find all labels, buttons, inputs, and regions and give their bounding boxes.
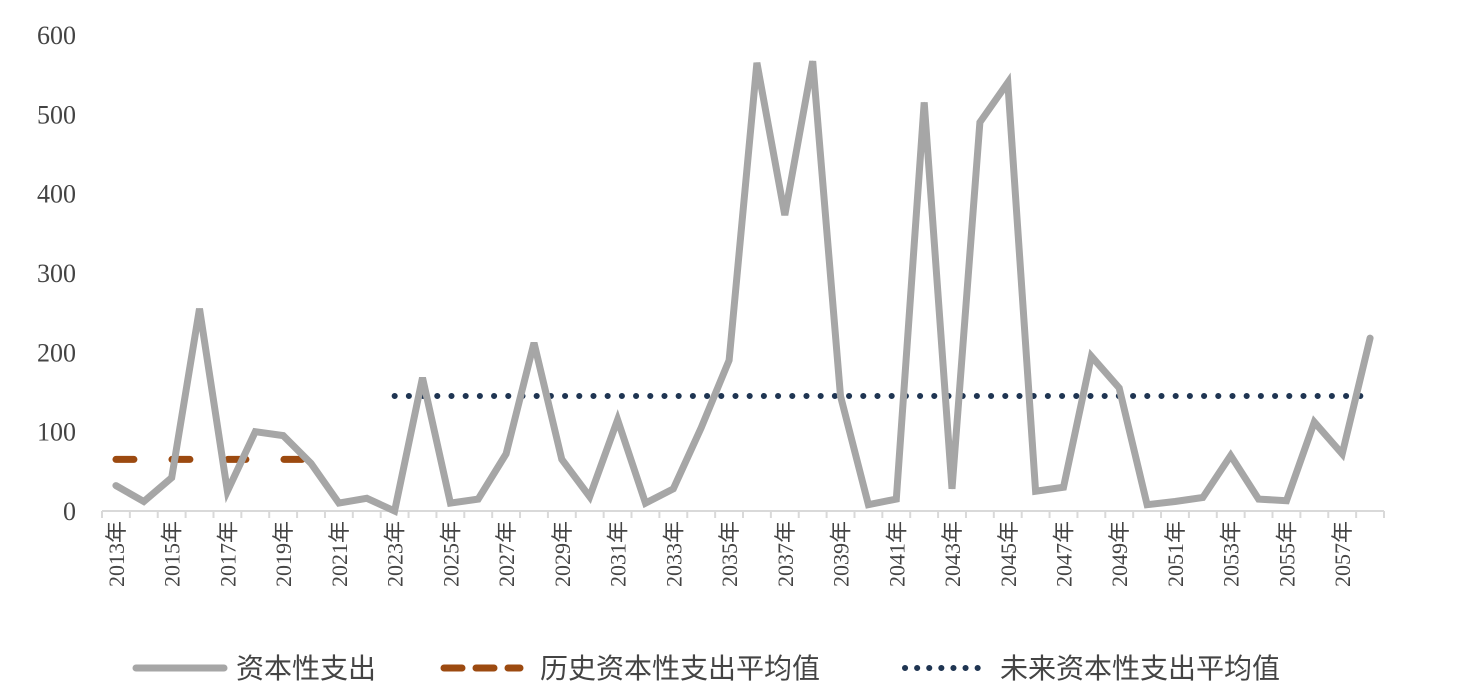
capex-data-point [143, 500, 145, 502]
x-tick-label: 2033年 [661, 521, 686, 587]
capex-data-point [589, 496, 591, 498]
capex-data-point [951, 488, 953, 490]
legend-item-future-average: 未来资本性支出平均值 [902, 652, 1280, 685]
capex-data-point [171, 477, 173, 479]
capex-data-point [366, 497, 368, 499]
legend-label-historical-average: 历史资本性支出平均值 [540, 652, 820, 685]
x-axis-labels: 2013年 2015年 2017年 2019年 2021年 2023年 2025年 2027年… [104, 521, 1355, 587]
capex-data-point [840, 395, 842, 397]
x-tick-label: 2039年 [829, 521, 854, 587]
x-tick-label: 2057年 [1330, 521, 1355, 587]
series-capex-line [112, 60, 1374, 517]
x-tick-label: 2027年 [494, 521, 519, 587]
capex-data-point [644, 502, 646, 504]
capex-data-point [1313, 421, 1315, 423]
x-tick-label: 2029年 [550, 521, 575, 587]
capex-data-point [310, 462, 312, 464]
x-tick-label: 2015年 [160, 521, 185, 587]
capex-data-point [700, 427, 702, 429]
capex-data-point [1118, 387, 1120, 389]
x-tick-label: 2043年 [940, 521, 965, 587]
legend: 资本性支出 历史资本性支出平均值 未来资本性支出平均值 [132, 652, 1280, 685]
capex-data-point [756, 62, 758, 64]
legend-label-future-average: 未来资本性支出平均值 [1000, 652, 1280, 685]
x-tick-label: 2035年 [717, 521, 742, 587]
x-tick-label: 2031年 [606, 521, 631, 587]
capex-data-point [1285, 500, 1287, 502]
x-tick-label: 2041年 [884, 521, 909, 587]
x-tick-label: 2017年 [215, 521, 240, 587]
x-tick-label: 2045年 [996, 521, 1021, 587]
legend-label-capex: 资本性支出 [236, 652, 376, 685]
legend-item-historical-average: 历史资本性支出平均值 [440, 652, 820, 685]
y-axis-ticks: 0 100 200 300 400 500 600 [37, 21, 76, 526]
capex-data-point [533, 342, 535, 344]
capex-data-point [226, 490, 228, 492]
capex-data-point [617, 419, 619, 421]
x-tick-label: 2053年 [1219, 521, 1244, 587]
capex-data-point [1341, 453, 1343, 455]
capex-data-point [1202, 497, 1204, 499]
capex-data-point [561, 458, 563, 460]
y-tick-label: 500 [37, 100, 76, 129]
capex-data-point [394, 510, 396, 512]
capex-data-point [1230, 454, 1232, 456]
y-tick-label: 600 [37, 21, 76, 50]
capex-data-point [1258, 498, 1260, 500]
capex-data-point [199, 308, 201, 310]
x-tick-label: 2051年 [1163, 521, 1188, 587]
capex-data-point [728, 359, 730, 361]
y-tick-label: 100 [37, 418, 76, 447]
capex-data-point [784, 214, 786, 216]
capex-data-point [1035, 490, 1037, 492]
capex-data-point [477, 498, 479, 500]
capex-data-point [1063, 486, 1064, 488]
y-tick-label: 200 [37, 338, 76, 367]
capex-data-point [672, 488, 674, 490]
x-tick-label: 2055年 [1274, 521, 1299, 587]
capex-data-point [895, 498, 897, 500]
x-tick-label: 2021年 [327, 521, 352, 587]
capex-data-point [338, 502, 340, 504]
y-tick-label: 0 [63, 497, 76, 526]
x-tick-label: 2047年 [1052, 521, 1077, 587]
x-tick-label: 2023年 [383, 521, 408, 587]
capex-data-point [923, 101, 925, 103]
capex-data-point [254, 431, 256, 433]
y-tick-label: 400 [37, 180, 76, 209]
capex-data-point [812, 60, 814, 62]
capex-data-point [505, 453, 507, 455]
capex-data-point [979, 121, 981, 123]
x-tick-label: 2049年 [1107, 521, 1132, 587]
capex-data-point [1090, 355, 1092, 357]
y-tick-label: 300 [37, 259, 76, 288]
capex-data-point [1174, 500, 1176, 502]
capex-data-point [1369, 337, 1371, 339]
x-tick-label: 2019年 [271, 521, 296, 587]
capex-data-point [282, 435, 284, 437]
capex-data-point [449, 502, 451, 504]
capex-data-point [1146, 504, 1148, 506]
series-layer [112, 60, 1374, 517]
x-axis-tickmarks [101, 511, 1385, 518]
x-tick-label: 2037年 [773, 521, 798, 587]
capex-data-point [1007, 82, 1009, 84]
x-tick-label: 2013年 [104, 521, 129, 587]
capex-data-point [867, 504, 869, 506]
legend-item-capex: 资本性支出 [132, 652, 376, 685]
x-tick-label: 2025年 [438, 521, 463, 587]
capex-data-point [115, 485, 117, 487]
capex-data-point [422, 377, 423, 379]
